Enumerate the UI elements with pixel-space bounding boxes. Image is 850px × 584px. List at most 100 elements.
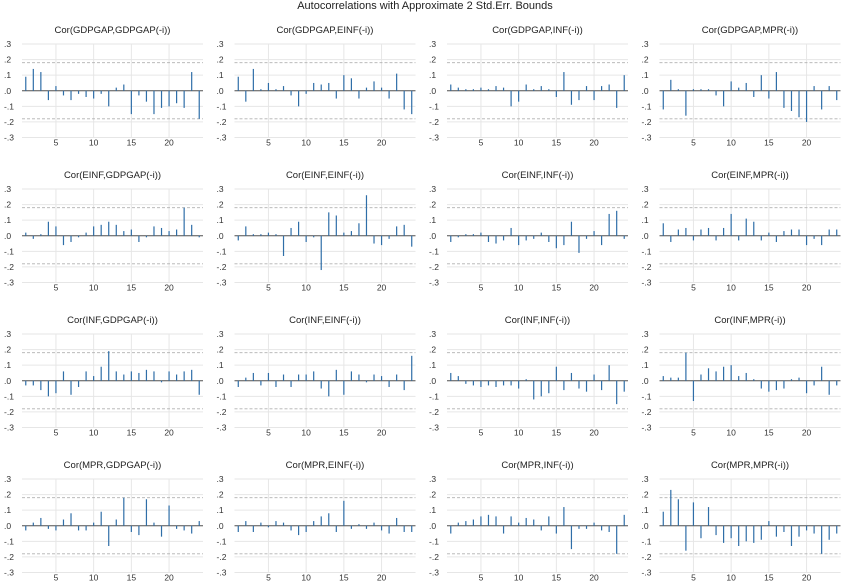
panel-title: Cor(GDPGAP,GDPGAP(-i)) xyxy=(55,25,171,36)
y-tick-label: -.2 xyxy=(4,117,14,127)
panel-title: Cor(INF,MPR(-i)) xyxy=(714,315,785,326)
y-tick-label: .3 xyxy=(642,39,649,49)
y-tick-label: .1 xyxy=(217,70,224,80)
x-tick-label: 20 xyxy=(589,283,599,293)
y-tick-label: .2 xyxy=(429,345,436,355)
panel-title: Cor(INF,EINF(-i)) xyxy=(289,315,361,326)
y-tick-label: .2 xyxy=(642,200,649,210)
y-tick-label: -.2 xyxy=(429,552,439,562)
panel-title: Cor(MPR,MPR(-i)) xyxy=(711,460,789,471)
panel-title: Cor(EINF,INF(-i)) xyxy=(502,170,574,181)
x-tick-label: 5 xyxy=(479,428,484,438)
acf-panel: Cor(EINF,MPR(-i)) .3 .2 .1 .0 -.1 -.2 -.3 5 10 15 2… xyxy=(642,170,841,293)
y-tick-label: -.3 xyxy=(217,278,227,288)
x-tick-label: 20 xyxy=(164,138,174,148)
x-tick-label: 10 xyxy=(726,428,736,438)
y-tick-label: -.3 xyxy=(429,133,439,143)
y-tick-label: .0 xyxy=(4,86,11,96)
acf-panel: Cor(EINF,GDPGAP(-i)) .3 .2 .1 .0 -.1 -.2 -.3 5 10… xyxy=(4,170,203,293)
acf-panel: Cor(GDPGAP,EINF(-i)) .3 .2 .1 .0 -.1 -.2 -.3 5 10… xyxy=(217,25,416,148)
x-tick-label: 15 xyxy=(339,138,349,148)
y-tick-label: -.1 xyxy=(217,391,227,401)
x-tick-label: 15 xyxy=(764,573,774,583)
y-tick-label: -.2 xyxy=(217,262,227,272)
x-tick-label: 5 xyxy=(479,138,484,148)
y-tick-label: -.3 xyxy=(4,278,14,288)
x-tick-label: 10 xyxy=(301,138,311,148)
x-tick-label: 10 xyxy=(514,428,524,438)
y-tick-label: .1 xyxy=(429,70,436,80)
y-tick-label: .1 xyxy=(642,505,649,515)
y-tick-label: -.2 xyxy=(217,117,227,127)
y-tick-label: .3 xyxy=(217,184,224,194)
y-tick-label: .2 xyxy=(217,55,224,65)
y-tick-label: .3 xyxy=(4,474,11,484)
x-tick-label: 20 xyxy=(589,573,599,583)
x-tick-label: 20 xyxy=(802,138,812,148)
x-tick-label: 20 xyxy=(589,138,599,148)
panel-title: Cor(EINF,EINF(-i)) xyxy=(286,170,364,181)
y-tick-label: -.2 xyxy=(642,552,652,562)
x-tick-label: 20 xyxy=(164,283,174,293)
x-tick-label: 10 xyxy=(301,573,311,583)
x-tick-label: 15 xyxy=(127,428,137,438)
y-tick-label: .2 xyxy=(4,200,11,210)
acf-panel: Cor(INF,GDPGAP(-i)) .3 .2 .1 .0 -.1 -.2 -.3 5 10 1… xyxy=(4,315,203,438)
y-tick-label: .1 xyxy=(4,70,11,80)
x-tick-label: 15 xyxy=(552,283,562,293)
y-tick-label: .1 xyxy=(217,215,224,225)
y-tick-label: .0 xyxy=(642,376,649,386)
y-tick-label: .2 xyxy=(429,490,436,500)
x-tick-label: 15 xyxy=(764,428,774,438)
x-tick-label: 5 xyxy=(691,573,696,583)
x-tick-label: 10 xyxy=(89,573,99,583)
acf-panel: Cor(GDPGAP,INF(-i)) .3 .2 .1 .0 -.1 -.2 -.3 5 10 1… xyxy=(429,25,628,148)
x-tick-label: 15 xyxy=(552,573,562,583)
acf-panel: Cor(GDPGAP,MPR(-i)) .3 .2 .1 .0 -.1 -.2 -.3 5 10 1… xyxy=(642,25,841,148)
panel-title: Cor(GDPGAP,INF(-i)) xyxy=(492,25,583,36)
x-tick-label: 15 xyxy=(127,283,137,293)
acf-panel: Cor(EINF,INF(-i)) .3 .2 .1 .0 -.1 -.2 -.3 5 10 15 2… xyxy=(429,170,628,293)
acf-panel: Cor(INF,EINF(-i)) .3 .2 .1 .0 -.1 -.2 -.3 5 10 15 2… xyxy=(217,315,416,438)
x-tick-label: 5 xyxy=(691,283,696,293)
y-tick-label: -.1 xyxy=(4,101,14,111)
acf-panel: Cor(GDPGAP,GDPGAP(-i)) .3 .2 .1 .0 -.1 -.2 -.3 5… xyxy=(4,25,203,148)
y-tick-label: -.1 xyxy=(429,391,439,401)
x-tick-label: 15 xyxy=(127,138,137,148)
y-tick-label: .3 xyxy=(217,474,224,484)
y-tick-label: .0 xyxy=(4,376,11,386)
y-tick-label: -.3 xyxy=(4,133,14,143)
y-tick-label: .3 xyxy=(642,329,649,339)
figure-title: Autocorrelations with Approximate 2 Std.… xyxy=(297,0,553,12)
y-tick-label: .0 xyxy=(642,521,649,531)
y-tick-label: -.2 xyxy=(217,552,227,562)
y-tick-label: .0 xyxy=(429,86,436,96)
panel-title: Cor(INF,INF(-i)) xyxy=(505,315,570,326)
x-tick-label: 5 xyxy=(479,573,484,583)
y-tick-label: .3 xyxy=(429,184,436,194)
y-tick-label: .2 xyxy=(642,490,649,500)
y-tick-label: -.1 xyxy=(4,536,14,546)
y-tick-label: -.1 xyxy=(429,536,439,546)
x-tick-label: 15 xyxy=(127,573,137,583)
y-tick-label: .0 xyxy=(217,86,224,96)
x-tick-label: 5 xyxy=(691,138,696,148)
x-tick-label: 5 xyxy=(54,573,59,583)
x-tick-label: 5 xyxy=(54,428,59,438)
y-tick-label: -.3 xyxy=(642,133,652,143)
x-tick-label: 5 xyxy=(266,283,271,293)
x-tick-label: 20 xyxy=(802,283,812,293)
panel-title: Cor(MPR,INF(-i)) xyxy=(501,460,573,471)
x-tick-label: 5 xyxy=(691,428,696,438)
x-tick-label: 15 xyxy=(339,428,349,438)
y-tick-label: .0 xyxy=(642,86,649,96)
acf-panel: Cor(INF,MPR(-i)) .3 .2 .1 .0 -.1 -.2 -.3 5 10 15 20 xyxy=(642,315,841,438)
x-tick-label: 5 xyxy=(479,283,484,293)
y-tick-label: -.3 xyxy=(4,423,14,433)
y-tick-label: .2 xyxy=(217,490,224,500)
y-tick-label: -.2 xyxy=(429,407,439,417)
x-tick-label: 20 xyxy=(589,428,599,438)
x-tick-label: 5 xyxy=(266,573,271,583)
